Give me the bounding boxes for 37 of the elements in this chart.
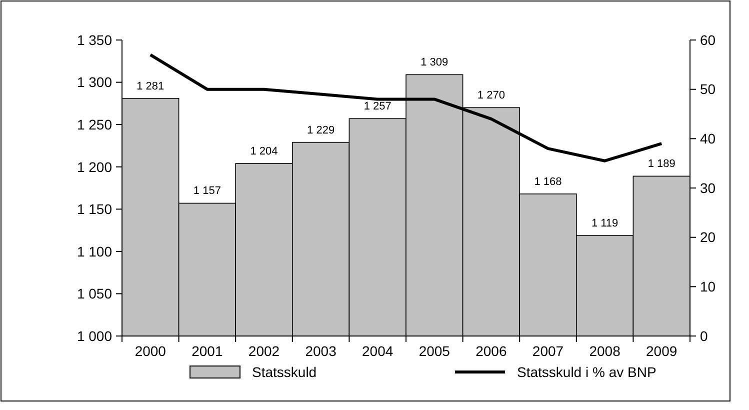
- legend-label: Statsskuld: [252, 364, 317, 380]
- data-label: 1 309: [420, 56, 448, 69]
- data-label: 1 157: [193, 185, 221, 198]
- x-tick-label: 2002: [248, 343, 280, 359]
- y2-tick-label: 10: [700, 278, 716, 295]
- y-tick-label: 1 350: [76, 32, 112, 48]
- y2-tick-label: 30: [700, 180, 716, 196]
- data-label: 1 189: [648, 158, 676, 170]
- y2-tick-label: 40: [700, 130, 716, 147]
- y-tick-label: 1 100: [76, 243, 112, 260]
- x-tick-label: 2007: [532, 343, 564, 359]
- x-tick-label: 2009: [646, 343, 678, 359]
- x-tick-label: 2008: [589, 343, 621, 359]
- y2-tick-label: 50: [700, 81, 716, 98]
- data-label: 1 229: [307, 124, 335, 136]
- y2-tick-label: 20: [700, 229, 716, 246]
- x-tick-label: 2006: [476, 343, 507, 359]
- data-label: 1 168: [534, 176, 562, 188]
- data-label: 1 270: [477, 90, 505, 102]
- y2-tick-label: 0: [700, 328, 708, 344]
- y-tick-label: 1 250: [76, 116, 112, 132]
- y-tick-label: 1 000: [76, 328, 112, 344]
- y-tick-label: 1 150: [76, 201, 112, 218]
- data-label: 1 257: [364, 100, 392, 113]
- data-label: 1 119: [591, 217, 618, 230]
- x-tick-label: 2004: [362, 343, 394, 359]
- y2-tick-label: 60: [700, 32, 716, 48]
- y-tick-label: 1 050: [76, 286, 112, 302]
- data-label: 1 204: [250, 145, 278, 158]
- x-tick-label: 2005: [418, 343, 450, 359]
- x-tick-label: 2000: [134, 343, 166, 359]
- x-tick-label: 2003: [305, 343, 337, 359]
- y-tick-label: 1 200: [76, 158, 112, 175]
- legend-label: Statsskuld i % av BNP: [517, 364, 656, 380]
- y-tick-label: 1 300: [76, 74, 112, 90]
- x-tick-label: 2001: [192, 343, 223, 359]
- data-label: 1 281: [136, 80, 164, 92]
